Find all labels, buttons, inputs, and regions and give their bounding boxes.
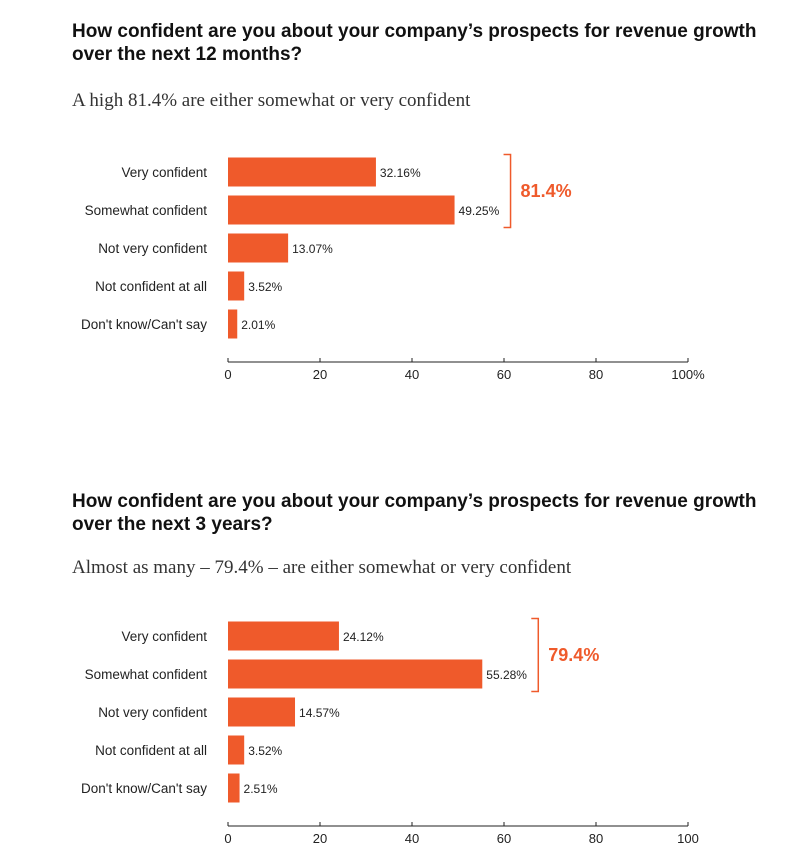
chart-title: How confident are you about your company…: [72, 21, 757, 65]
value-label: 2.01%: [241, 318, 275, 332]
category-label: Not very confident: [98, 705, 207, 720]
bar: [228, 773, 240, 803]
value-label: 55.28%: [486, 668, 527, 682]
chart-subtitle: A high 81.4% are either somewhat or very…: [72, 90, 471, 111]
x-tick-label: 0: [224, 831, 231, 846]
category-label: Somewhat confident: [85, 667, 208, 682]
bar: [228, 157, 376, 187]
bracket-label: 81.4%: [521, 181, 572, 201]
value-label: 3.52%: [248, 744, 282, 758]
value-label: 2.51%: [244, 782, 278, 796]
x-tick-label: 60: [497, 831, 511, 846]
bar: [228, 621, 339, 651]
bracket-label: 79.4%: [548, 645, 599, 665]
category-label: Very confident: [121, 629, 207, 644]
category-label: Not confident at all: [95, 743, 207, 758]
bar: [228, 195, 455, 225]
x-tick-label: 100%: [671, 367, 705, 382]
bar-chart: Very confident 32.16% Somewhat confident 49…: [81, 153, 705, 382]
bar: [228, 735, 245, 765]
bar: [228, 233, 289, 263]
chart-subtitle: Almost as many – 79.4% – are either some…: [72, 557, 572, 578]
x-tick-label: 20: [313, 831, 327, 846]
value-label: 24.12%: [343, 630, 384, 644]
bracket: [531, 617, 540, 693]
bar-chart: Very confident 24.12% Somewhat confident 55…: [81, 617, 699, 846]
bar: [228, 697, 296, 727]
x-tick-label: 60: [497, 367, 511, 382]
bracket: [503, 153, 512, 229]
bar: [228, 271, 245, 301]
category-label: Don't know/Can't say: [81, 317, 207, 332]
category-label: Not very confident: [98, 241, 207, 256]
x-tick-label: 40: [405, 367, 419, 382]
bar: [228, 309, 238, 339]
x-tick-label: 80: [589, 831, 603, 846]
value-label: 49.25%: [459, 204, 500, 218]
chart-title: How confident are you about your company…: [72, 491, 757, 535]
x-tick-label: 40: [405, 831, 419, 846]
category-label: Don't know/Can't say: [81, 781, 207, 796]
x-tick-label: 80: [589, 367, 603, 382]
value-label: 3.52%: [248, 280, 282, 294]
category-label: Somewhat confident: [85, 203, 208, 218]
value-label: 14.57%: [299, 706, 340, 720]
bar: [228, 659, 483, 689]
value-label: 32.16%: [380, 166, 421, 180]
x-tick-label: 0: [224, 367, 231, 382]
value-label: 13.07%: [292, 242, 333, 256]
category-label: Very confident: [121, 165, 207, 180]
x-tick-label: 20: [313, 367, 327, 382]
category-label: Not confident at all: [95, 279, 207, 294]
x-tick-label: 100: [677, 831, 699, 846]
